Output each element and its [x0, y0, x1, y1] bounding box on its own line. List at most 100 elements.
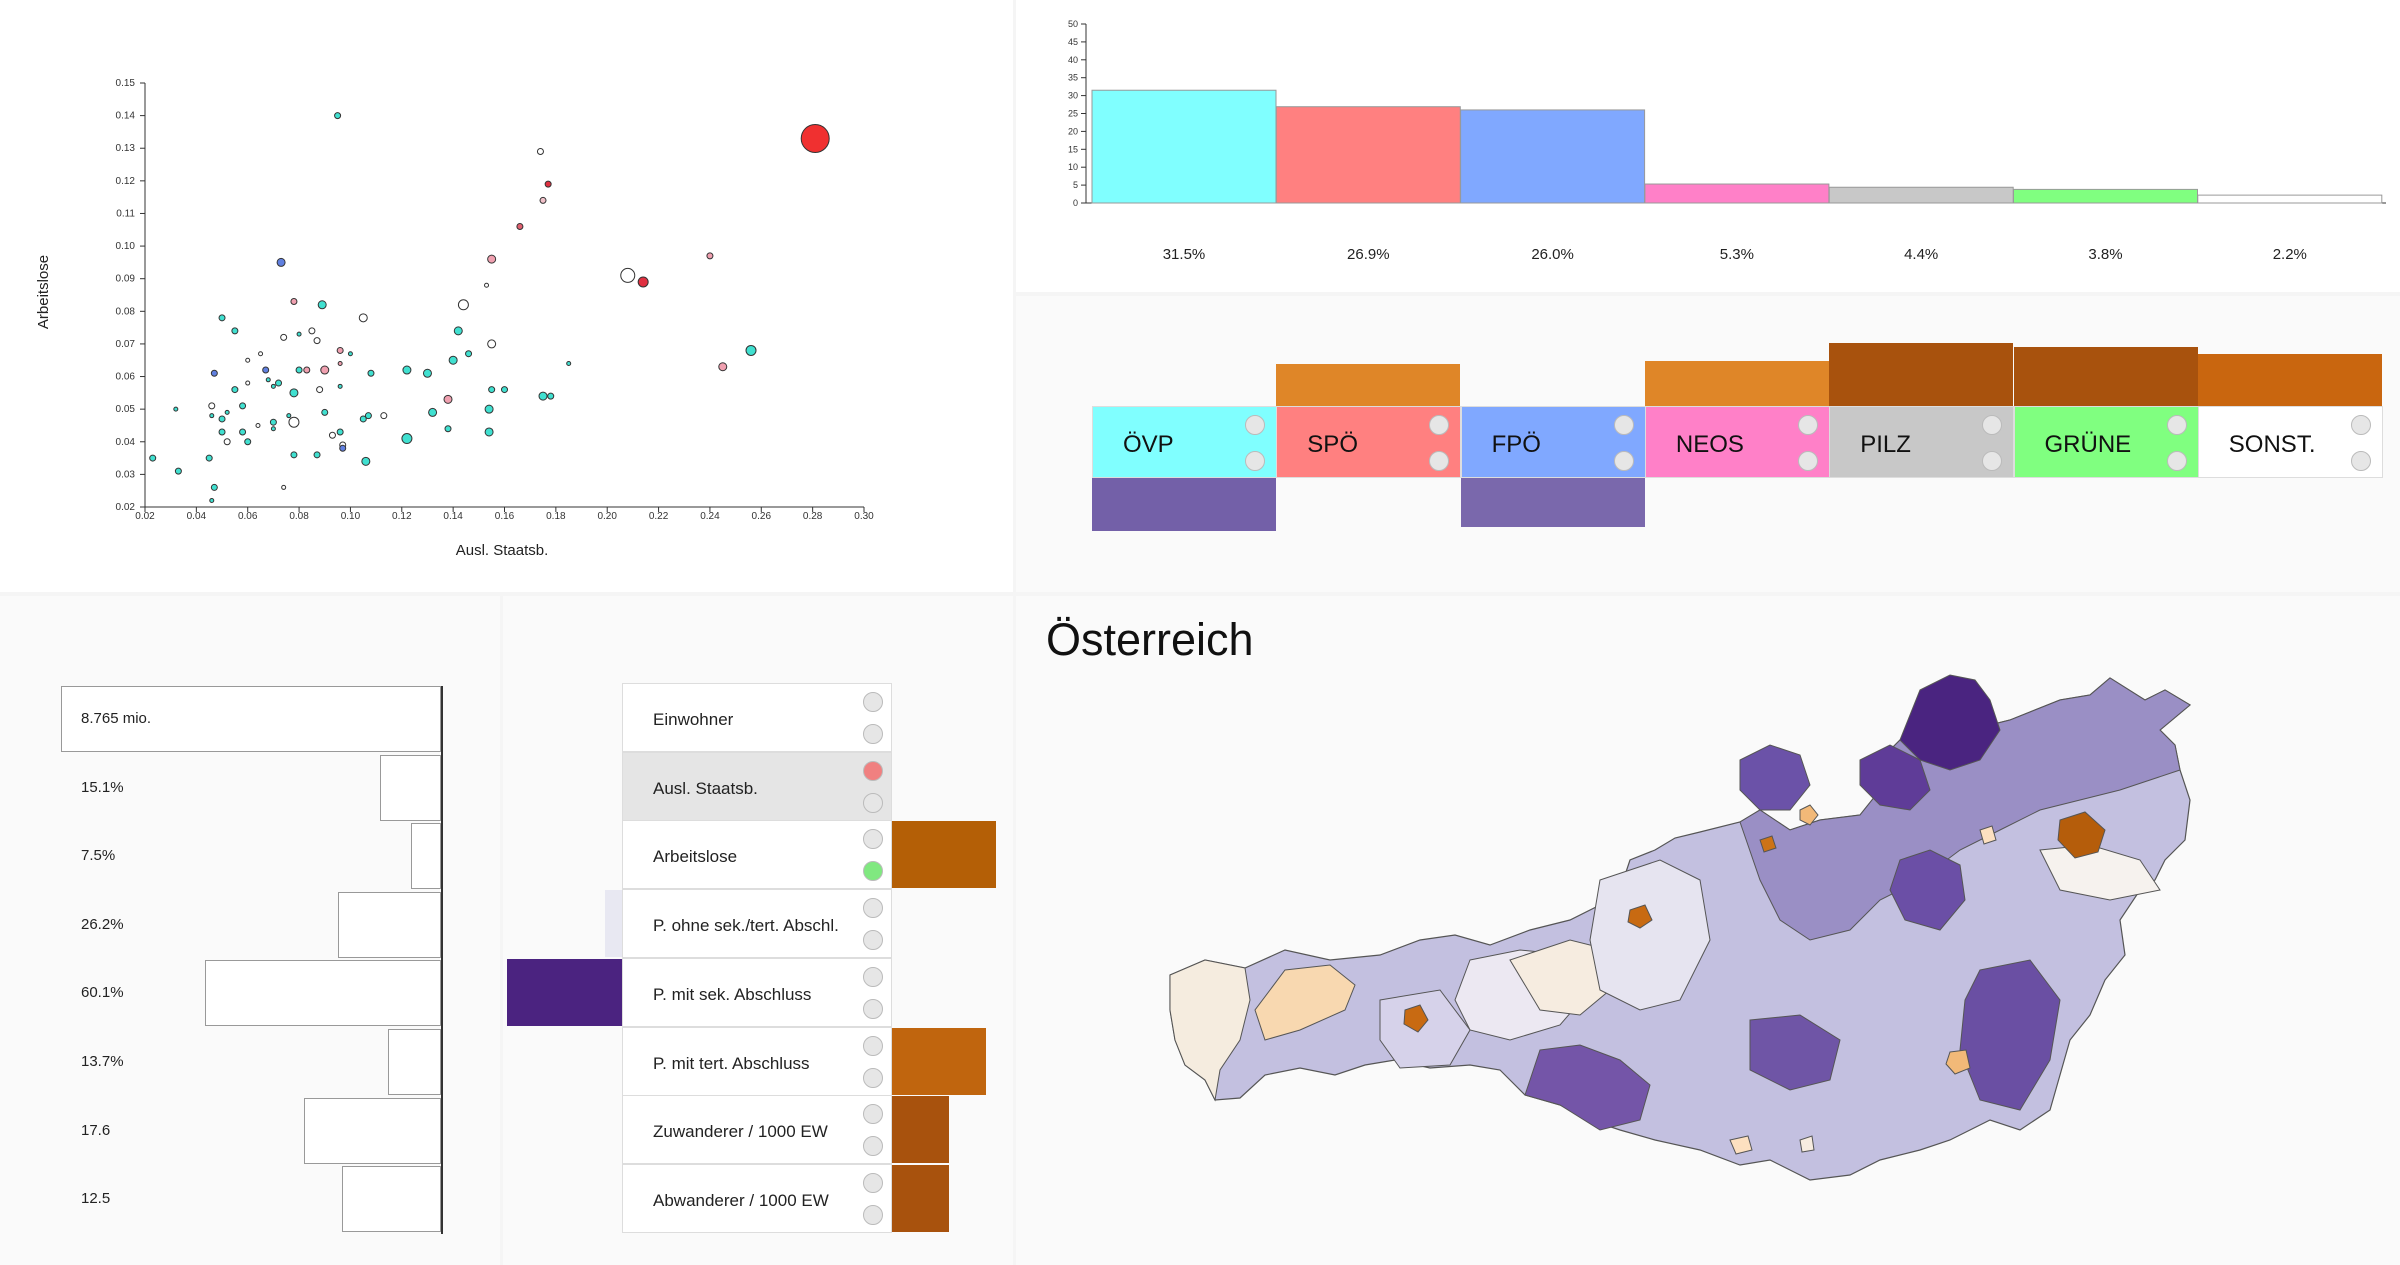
party-radio-secondary[interactable]: [1429, 451, 1450, 471]
scatter-point[interactable]: [286, 413, 292, 419]
scatter-point[interactable]: [290, 298, 298, 306]
attribute-row[interactable]: Zuwanderer / 1000 EW: [622, 1095, 892, 1165]
scatter-point[interactable]: [209, 413, 215, 419]
party-cell-vp[interactable]: ÖVP: [1092, 406, 1277, 478]
result-bar[interactable]: [2197, 194, 2383, 204]
scatter-point[interactable]: [706, 252, 714, 260]
scatter-point[interactable]: [218, 314, 226, 322]
scatter-point[interactable]: [265, 377, 271, 383]
party-radio-primary[interactable]: [1429, 415, 1450, 435]
party-radio-primary[interactable]: [2166, 415, 2187, 435]
scatter-point[interactable]: [501, 386, 508, 394]
party-radio-primary[interactable]: [1613, 415, 1634, 435]
scatter-point[interactable]: [275, 379, 283, 387]
scatter-point[interactable]: [205, 454, 213, 462]
scatter-point[interactable]: [380, 412, 388, 420]
attribute-radio-x[interactable]: [863, 1104, 883, 1125]
attribute-radio-x[interactable]: [863, 1035, 883, 1056]
scatter-point[interactable]: [289, 388, 299, 398]
scatter-point[interactable]: [484, 282, 490, 288]
scatter-point[interactable]: [620, 267, 636, 283]
attribute-radio-x[interactable]: [863, 760, 883, 781]
result-bar[interactable]: [1644, 183, 1830, 204]
scatter-point[interactable]: [173, 406, 179, 412]
party-radio-secondary[interactable]: [2350, 451, 2371, 471]
scatter-point[interactable]: [262, 366, 270, 374]
scatter-point[interactable]: [487, 254, 497, 264]
scatter-point[interactable]: [208, 402, 216, 410]
party-cell-sp[interactable]: SPÖ: [1276, 406, 1462, 478]
party-radio-primary[interactable]: [2350, 415, 2371, 435]
attribute-row[interactable]: P. mit tert. Abschluss: [622, 1026, 892, 1096]
attribute-radio-y[interactable]: [863, 1204, 883, 1225]
scatter-point[interactable]: [484, 427, 494, 437]
scatter-point[interactable]: [339, 444, 347, 452]
scatter-point[interactable]: [361, 456, 371, 466]
profile-row[interactable]: 26.2%: [61, 891, 441, 960]
scatter-point[interactable]: [457, 299, 469, 311]
attribute-row[interactable]: Einwohner: [622, 683, 892, 752]
result-bar[interactable]: [1275, 106, 1461, 204]
scatter-point[interactable]: [488, 386, 496, 394]
party-radio-secondary[interactable]: [2166, 451, 2187, 471]
scatter-point[interactable]: [402, 365, 412, 375]
attribute-radio-x[interactable]: [863, 1172, 883, 1193]
scatter-point[interactable]: [347, 351, 353, 357]
scatter-point[interactable]: [484, 404, 494, 414]
scatter-point[interactable]: [303, 366, 311, 374]
party-cell-pilz[interactable]: PILZ: [1829, 406, 2015, 478]
scatter-point[interactable]: [317, 300, 327, 310]
attribute-row[interactable]: P. ohne sek./tert. Abschl.: [622, 889, 892, 959]
result-bar[interactable]: [1828, 186, 2014, 204]
scatter-point[interactable]: [295, 366, 303, 374]
scatter-point[interactable]: [316, 386, 324, 394]
scatter-point[interactable]: [288, 416, 300, 428]
result-bar[interactable]: [2013, 188, 2198, 204]
scatter-point[interactable]: [428, 407, 438, 417]
scatter-point[interactable]: [443, 394, 453, 404]
attribute-radio-y[interactable]: [863, 861, 883, 882]
scatter-point[interactable]: [328, 431, 336, 439]
scatter-point[interactable]: [231, 386, 239, 394]
scatter-point[interactable]: [149, 454, 157, 462]
party-cell-sonst[interactable]: SONST.: [2197, 406, 2383, 478]
party-cell-neos[interactable]: NEOS: [1644, 406, 1830, 478]
party-radio-primary[interactable]: [1982, 415, 2003, 435]
scatter-point[interactable]: [364, 412, 372, 420]
scatter-point[interactable]: [231, 327, 239, 335]
scatter-point[interactable]: [313, 451, 321, 459]
party-radio-primary[interactable]: [1797, 415, 1818, 435]
scatter-point[interactable]: [336, 428, 344, 436]
attribute-radio-y[interactable]: [863, 998, 883, 1019]
scatter-point[interactable]: [367, 369, 375, 377]
scatter-point[interactable]: [281, 484, 287, 490]
profile-row[interactable]: 17.6: [61, 1097, 441, 1166]
scatter-point[interactable]: [223, 438, 231, 446]
scatter-point[interactable]: [453, 326, 463, 336]
scatter-point[interactable]: [280, 333, 288, 341]
scatter-point[interactable]: [547, 392, 555, 400]
result-bar[interactable]: [1460, 109, 1646, 204]
party-radio-secondary[interactable]: [1245, 451, 1265, 471]
scatter-point[interactable]: [487, 339, 497, 349]
scatter-point[interactable]: [258, 351, 264, 357]
party-cell-fp[interactable]: FPÖ: [1460, 406, 1646, 478]
scatter-point[interactable]: [465, 350, 473, 358]
party-radio-secondary[interactable]: [1613, 451, 1634, 471]
scatter-point[interactable]: [320, 365, 330, 375]
attribute-radio-y[interactable]: [863, 930, 883, 951]
attribute-row[interactable]: Ausl. Staatsb.: [622, 751, 892, 821]
scatter-point[interactable]: [270, 383, 276, 389]
scatter-point[interactable]: [401, 433, 413, 445]
attribute-row[interactable]: P. mit sek. Abschluss: [622, 957, 892, 1027]
attribute-radio-y[interactable]: [863, 1067, 883, 1088]
attribute-radio-x[interactable]: [863, 692, 883, 712]
scatter-point[interactable]: [718, 362, 728, 372]
scatter-point[interactable]: [358, 313, 368, 323]
scatter-point[interactable]: [539, 196, 547, 204]
scatter-point[interactable]: [334, 112, 342, 120]
attribute-radio-x[interactable]: [863, 898, 883, 919]
party-cell-grne[interactable]: GRÜNE: [2013, 406, 2199, 478]
scatter-point[interactable]: [209, 497, 215, 503]
scatter-point[interactable]: [516, 223, 524, 231]
